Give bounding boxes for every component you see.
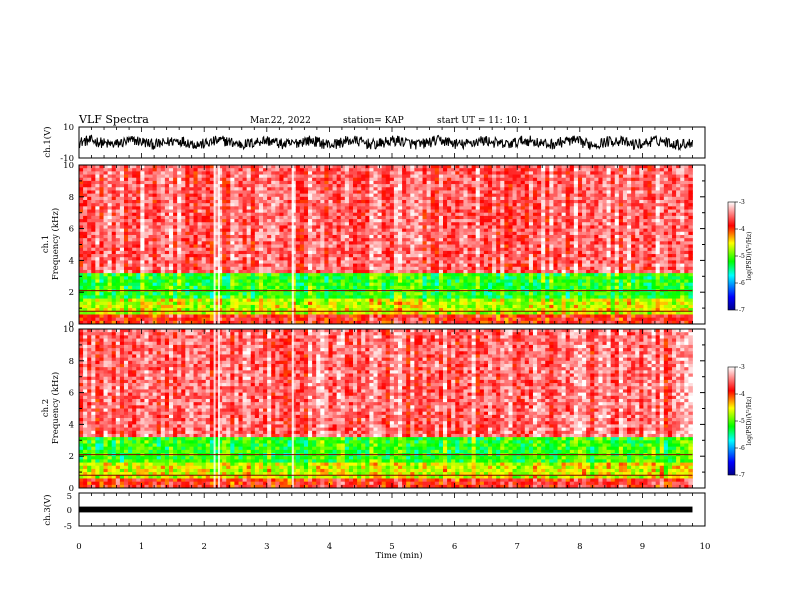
ch2-colorbar-label: log(PSD)(V²/Hz) <box>746 397 753 446</box>
colorbar-tick-label: -7 <box>739 472 745 479</box>
time-axis-label: Time (min) <box>375 550 422 561</box>
ch2-colorbar-gradient <box>727 366 736 476</box>
time-tick-label: 9 <box>640 542 645 552</box>
figure-title: VLF Spectra <box>78 113 149 126</box>
ch1-spectrogram-ylabel-top: ch.1 <box>41 235 51 253</box>
ch1-spectrogram-ylabel: Frequency (kHz) <box>50 208 61 280</box>
ch2-colorbar: -3 -4 -5 -6 -7 log(PSD)(V²/Hz) <box>727 364 753 479</box>
colorbar-tick-label: -6 <box>739 280 745 287</box>
ch1-ytick-bottom: -10 <box>60 154 74 164</box>
colorbar-tick-label: -5 <box>739 253 745 260</box>
station-label: station= KAP <box>343 116 404 126</box>
colorbar-tick-label: -6 <box>739 445 745 452</box>
ch2-colorbar-ticks: -3 -4 -5 -6 -7 <box>735 364 745 479</box>
freq-tick-label: 8 <box>69 193 74 203</box>
freq-tick-label: 2 <box>69 288 74 298</box>
colorbar-tick-label: -3 <box>739 199 745 206</box>
ch1-spectrogram-panel: 0 2 4 6 8 10 ch.1 Frequency (kHz) <box>41 161 706 330</box>
time-tick-label: 4 <box>327 542 332 552</box>
freq-tick-label: 10 <box>63 325 74 335</box>
time-tick-label: 1 <box>139 542 144 552</box>
colorbar-tick-label: -3 <box>739 364 745 371</box>
freq-tick-label: 4 <box>69 420 74 430</box>
time-tick-label: 7 <box>514 542 519 552</box>
ch3-waveform-ylabel: ch.3(V) <box>42 494 53 525</box>
freq-tick-label: 6 <box>69 225 74 235</box>
freq-tick-label: 8 <box>69 357 74 367</box>
freq-tick-label: 4 <box>69 256 74 266</box>
freq-tick-label: 2 <box>69 452 74 462</box>
ch2-freq-ticks: 0 2 4 6 8 10 <box>63 325 705 494</box>
ch2-spectrogram-ylabel-top: ch.2 <box>41 399 51 417</box>
colorbar-tick-label: -5 <box>739 418 745 425</box>
time-tick-label: 5 <box>389 542 394 552</box>
ch3-ytick-mid: 0 <box>67 506 72 516</box>
ch1-colorbar: -3 -4 -5 -6 -7 log(PSD)(V²/Hz) <box>727 199 753 314</box>
time-tick-label: 6 <box>452 542 457 552</box>
ch3-ytick-bottom: -5 <box>64 522 72 532</box>
freq-tick-label: 0 <box>69 484 74 494</box>
colorbar-tick-label: -4 <box>739 391 745 398</box>
time-tick-label: 2 <box>201 542 206 552</box>
ch1-waveform-line <box>78 134 693 152</box>
ch3-waveform-band <box>79 506 693 513</box>
start-ut-label: start UT = 11: 10: 1 <box>437 116 529 126</box>
ch1-colorbar-label: log(PSD)(V²/Hz) <box>746 232 753 281</box>
freq-tick-label: 10 <box>63 161 74 171</box>
ch1-waveform-ylabel: ch.1(V) <box>42 126 53 157</box>
time-tick-label: 0 <box>76 542 81 552</box>
time-tick-label: 10 <box>700 542 711 552</box>
ch2-spectrogram-image <box>79 329 705 489</box>
freq-tick-label: 6 <box>69 389 74 399</box>
ch1-freq-ticks: 0 2 4 6 8 10 <box>63 161 705 330</box>
ch1-ytick-top: 10 <box>63 123 74 133</box>
ch1-spectrogram-image <box>79 165 705 325</box>
ch3-ytick-top: 5 <box>67 492 72 502</box>
ch1-colorbar-ticks: -3 -4 -5 -6 -7 <box>735 199 745 314</box>
time-axis-labels: 0 1 2 3 4 5 6 7 8 9 10 <box>76 542 710 552</box>
date-label: Mar.22, 2022 <box>250 116 311 126</box>
colorbar-tick-label: -7 <box>739 307 745 314</box>
time-axis-ticks <box>78 127 706 526</box>
ch2-spectrogram-panel: 0 2 4 6 8 10 ch.2 Frequency (kHz) <box>41 325 706 494</box>
time-tick-label: 3 <box>264 542 269 552</box>
ch2-spectrogram-ylabel: Frequency (kHz) <box>50 372 61 444</box>
ch1-colorbar-gradient <box>727 201 736 311</box>
time-tick-label: 8 <box>577 542 582 552</box>
freq-tick-label: 0 <box>69 320 74 330</box>
colorbar-tick-label: -4 <box>739 226 745 233</box>
